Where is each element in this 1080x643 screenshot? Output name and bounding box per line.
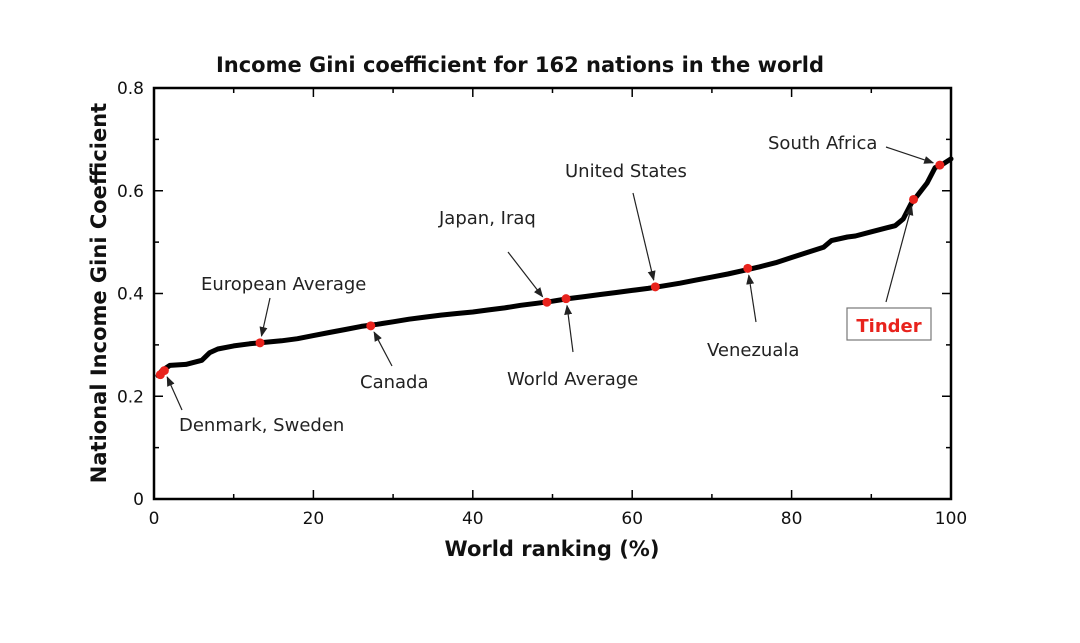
x-tick-label: 0 [149, 509, 160, 529]
annotation-label: Tinder [856, 316, 921, 337]
data-point [159, 366, 169, 376]
annotation-label: Venezuala [707, 340, 799, 361]
annotation-arrow [259, 297, 271, 337]
x-tick-label: 60 [621, 509, 643, 529]
annotation-label: South Africa [768, 133, 877, 154]
x-tick-label: 80 [781, 509, 803, 529]
series-line-0 [155, 156, 954, 379]
data-point [743, 263, 753, 273]
annotation-arrow [632, 192, 656, 281]
annotation-arrow [885, 146, 935, 164]
y-axis-label: National Income Gini Coefficient [87, 103, 111, 483]
plot-area: 0 20 40 60 80 100 0 0.2 0.4 0.6 0.8 Denmark, Sweden… [117, 79, 967, 529]
annotation-label: European Average [201, 274, 366, 295]
data-point [542, 297, 552, 307]
chart-title: Income Gini coefficient for 162 nations … [216, 53, 824, 77]
y-tick-label: 0 [133, 490, 144, 510]
annotation-arrow [166, 376, 183, 411]
annotation-box [846, 307, 932, 341]
x-tick-label: 20 [303, 509, 325, 529]
data-point [366, 321, 376, 331]
annotation-arrow [373, 331, 393, 367]
annotation-arrow [507, 251, 544, 298]
y-tick-label: 0.6 [117, 182, 144, 202]
annotation-label: Denmark, Sweden [179, 415, 344, 436]
y-tick-label: 0.8 [117, 79, 144, 99]
annotation-label: Japan, Iraq [438, 208, 536, 229]
annotation-arrow [746, 274, 757, 323]
annotation-label: United States [565, 161, 687, 182]
x-tick-label: 100 [935, 509, 967, 529]
data-point [561, 294, 571, 304]
x-tick-label: 40 [462, 509, 484, 529]
x-axis-label: World ranking (%) [445, 537, 660, 561]
data-point [935, 160, 945, 170]
data-point [909, 194, 919, 204]
annotation-arrow [885, 205, 914, 303]
annotation-arrow [564, 304, 574, 353]
y-tick-label: 0.2 [117, 387, 144, 407]
data-point [255, 338, 265, 348]
y-tick-label: 0.4 [117, 285, 144, 305]
data-point [650, 282, 660, 292]
annotation-label: World Average [507, 369, 638, 390]
annotation-label: Canada [360, 372, 429, 393]
